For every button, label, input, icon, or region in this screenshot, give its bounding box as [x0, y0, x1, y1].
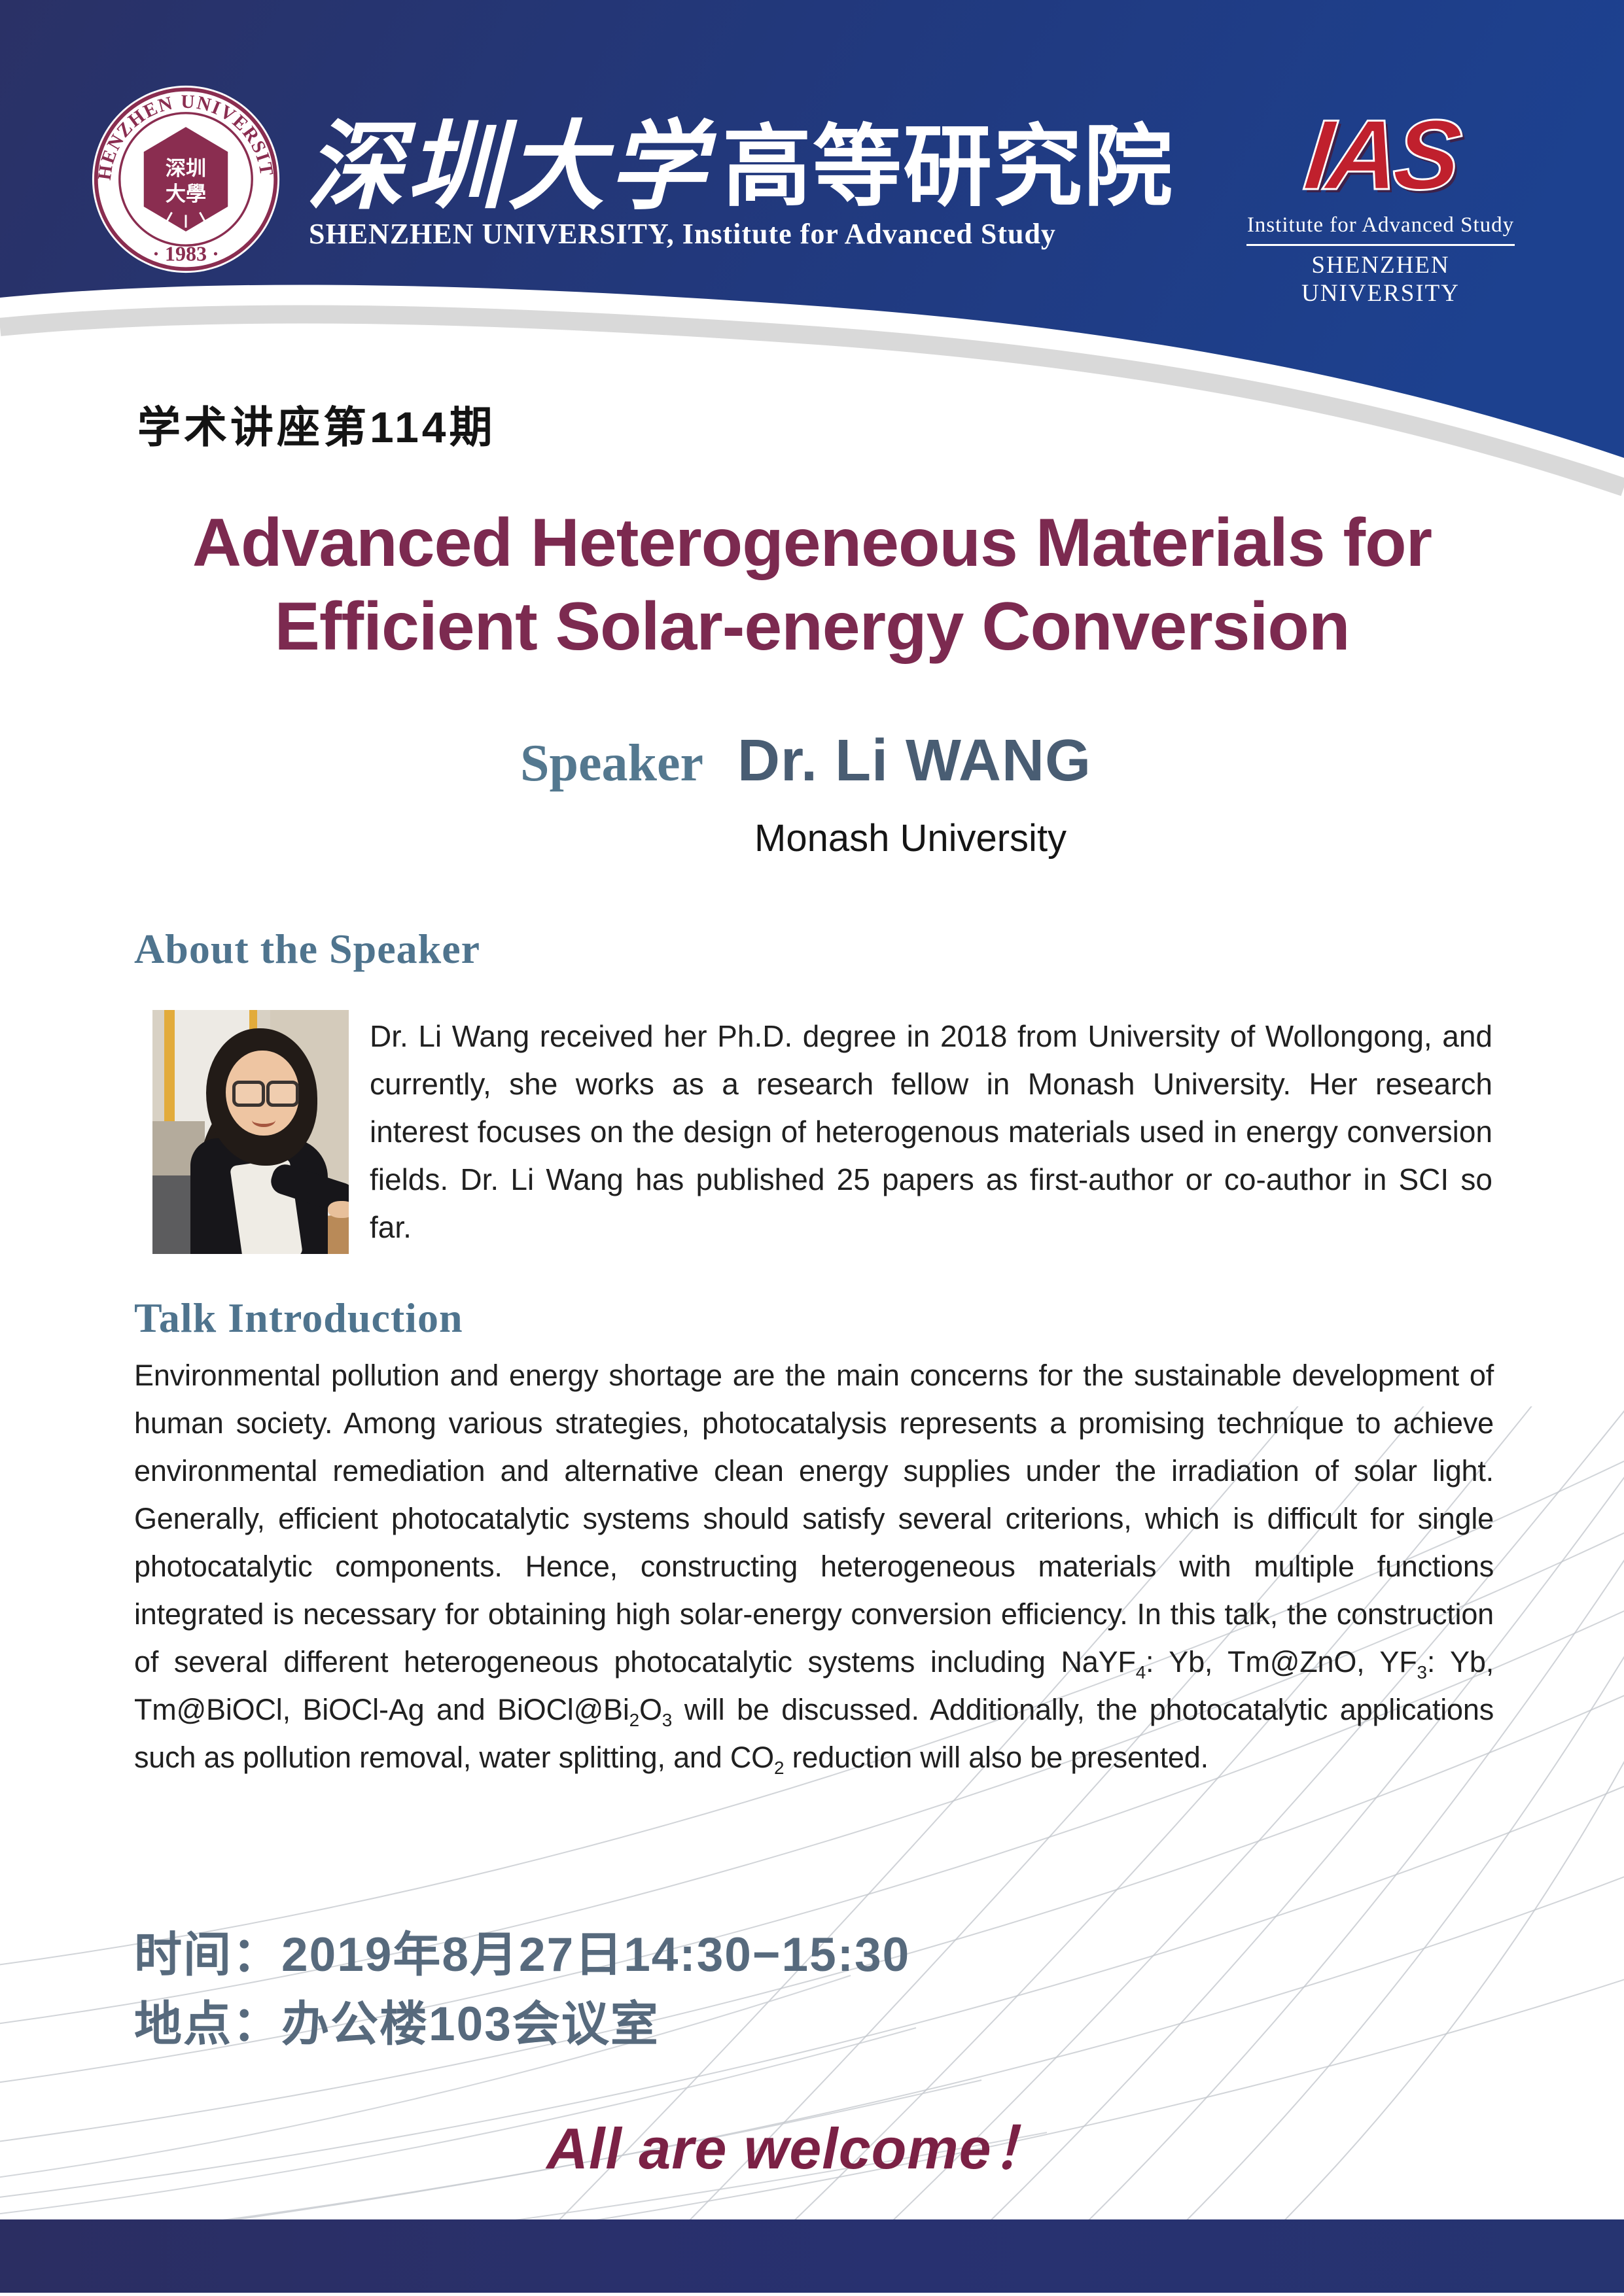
schedule-block: 时间：2019年8月27日14:30−15:30 地点：办公楼103会议室 [134, 1921, 910, 2059]
ias-institute-line: Institute for Advanced Study [1246, 213, 1515, 246]
speaker-name: Dr. Li WANG [737, 728, 1092, 793]
seal-emblem-chars-2: 大學 [166, 183, 206, 206]
header-gray-ribbon [0, 305, 1624, 496]
brand-subtitle-en: SHENZHEN UNIVERSITY, Institute for Advan… [309, 218, 1056, 250]
talk-heading: Talk Introduction [134, 1295, 463, 1341]
photo-person-hand [328, 1201, 349, 1218]
title-line-1: Advanced Heterogeneous Materials for [192, 505, 1432, 581]
brand-cn-block: 高等研究院 [722, 116, 1174, 220]
series-label: 学术讲座第114期 [137, 403, 496, 451]
schedule-venue: 地点：办公楼103会议室 [134, 1990, 910, 2059]
seal-emblem-hexagon [143, 127, 228, 232]
time-label: 时间： [134, 1928, 281, 1981]
header-curve-shape [0, 0, 1624, 458]
seal-inner-ring [118, 112, 253, 247]
seal-year: · 1983 · [152, 242, 219, 266]
ias-university-line: SHENZHEN UNIVERSITY [1301, 251, 1460, 307]
welcome-note: All are welcome！ [546, 2116, 1050, 2181]
schedule-time: 时间：2019年8月27日14:30−15:30 [134, 1921, 910, 1990]
ias-mark: IAS [1299, 99, 1462, 212]
university-seal: SHENZHEN UNIVERSITY · 1983 · 深圳 大學 [90, 84, 281, 275]
ias-logo: IAS Institute for Advanced Study SHENZHE… [1246, 99, 1515, 307]
speaker-affiliation: Monash University [754, 817, 1067, 860]
seal-emblem-chars-1: 深圳 [166, 157, 206, 181]
talk-intro: Environmental pollution and energy short… [134, 1359, 1494, 1778]
photo-glasses-right-lens [266, 1081, 299, 1107]
photo-glasses-left-lens [232, 1081, 265, 1107]
venue-label: 地点： [134, 1998, 281, 2051]
seal-outer-ring [94, 87, 278, 271]
time-value: 2019年8月27日14:30−15:30 [281, 1928, 911, 1981]
about-bio: Dr. Li Wang received her Ph.D. degree in… [370, 1019, 1492, 1244]
title-line-2: Efficient Solar-energy Conversion [274, 589, 1350, 665]
venue-value: 办公楼103会议室 [281, 1998, 660, 2051]
brand-cn-script: 深圳大学 [306, 109, 709, 223]
speaker-label: Speaker [520, 735, 703, 792]
seal-emblem-rays [164, 211, 207, 228]
about-heading: About the Speaker [134, 926, 481, 972]
footer-bar [0, 2219, 1624, 2293]
brand-lockup: 深圳大学 高等研究院 [306, 84, 1174, 215]
photo-person-smile [252, 1113, 275, 1127]
speaker-row: Speaker Dr. Li WANG [520, 727, 1091, 795]
header-band [0, 0, 1624, 496]
speaker-photo [152, 1010, 349, 1254]
lecture-title: Advanced Heterogeneous Materials for Eff… [0, 501, 1624, 669]
